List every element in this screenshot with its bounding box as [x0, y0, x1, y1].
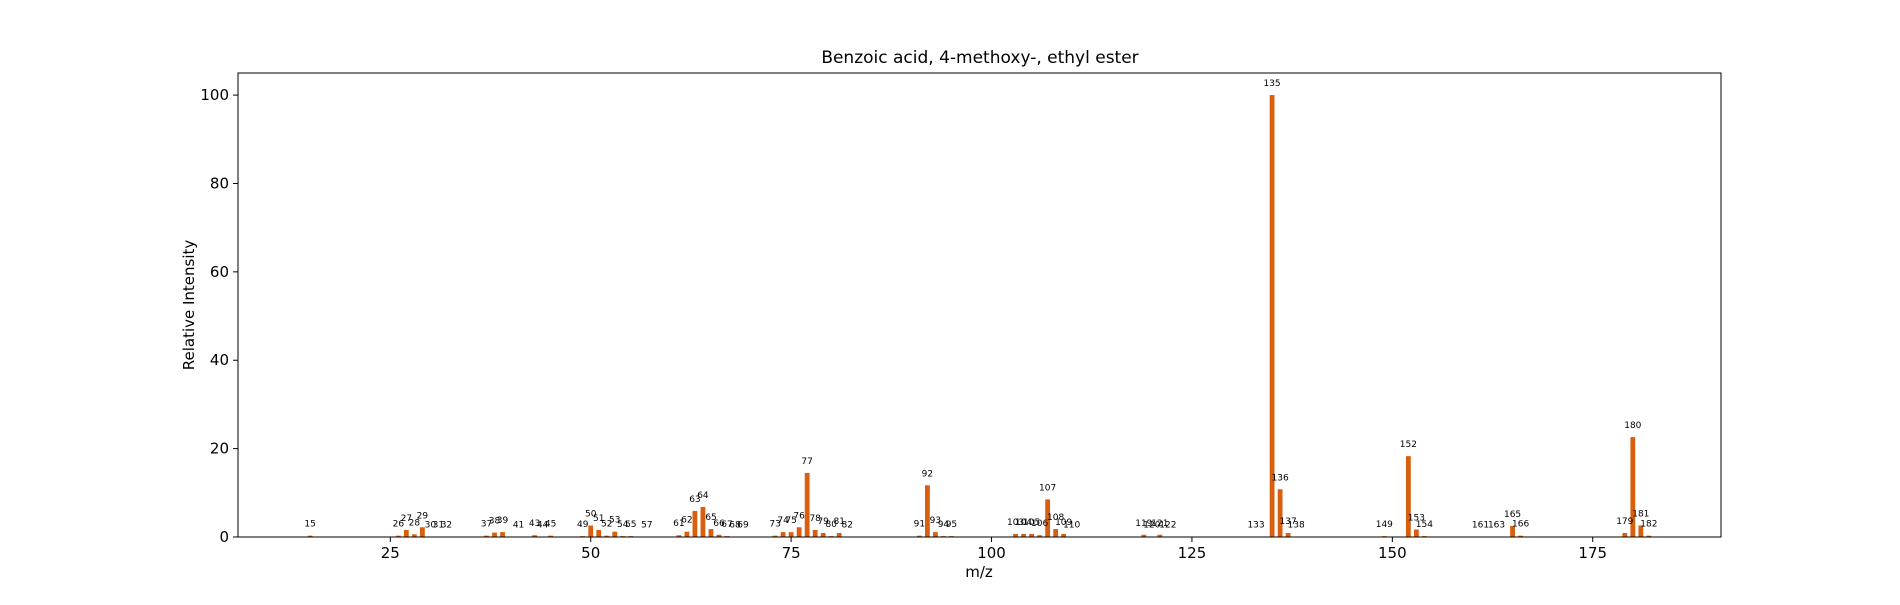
- peak-label: 163: [1488, 521, 1505, 531]
- x-axis-label: m/z: [965, 563, 993, 581]
- peak-label: 76: [793, 511, 805, 521]
- peak-label: 181: [1632, 510, 1649, 520]
- peak-label: 91: [914, 520, 925, 530]
- peak-label: 106: [1031, 519, 1048, 529]
- peak-label: 15: [304, 520, 315, 530]
- peak-label: 92: [922, 469, 933, 479]
- peak-label: 62: [681, 516, 692, 526]
- peak-bar: [1270, 95, 1275, 537]
- peak-label: 133: [1247, 521, 1264, 531]
- x-tick-label: 125: [1178, 544, 1207, 562]
- peak-bar: [1286, 533, 1291, 537]
- peak-label: 179: [1616, 517, 1633, 527]
- peak-bar: [500, 532, 505, 537]
- peak-bar: [1414, 529, 1419, 537]
- peak-label: 152: [1400, 440, 1417, 450]
- peak-bar: [837, 533, 842, 537]
- bar-series: [308, 95, 1652, 537]
- peak-bar: [797, 527, 802, 537]
- peak-label: 165: [1504, 510, 1521, 520]
- x-tick-label: 75: [782, 544, 801, 562]
- y-tick-label: 100: [200, 86, 229, 104]
- peak-bar: [685, 532, 690, 537]
- peak-bar: [1278, 489, 1283, 537]
- peak-label: 69: [737, 521, 749, 531]
- peak-bar: [805, 473, 810, 537]
- peak-label: 122: [1159, 521, 1176, 531]
- peak-label: 57: [641, 521, 652, 531]
- peak-bar: [596, 530, 601, 537]
- x-tick-label: 25: [381, 544, 400, 562]
- x-axis: 25 50 75 100 125 150 175: [381, 537, 1607, 562]
- peak-bar: [789, 532, 794, 537]
- peak-label: 166: [1512, 520, 1529, 530]
- peak-bar: [693, 511, 698, 537]
- x-tick-label: 150: [1378, 544, 1407, 562]
- peak-bar: [404, 530, 409, 537]
- x-tick-label: 100: [977, 544, 1006, 562]
- peak-label: 82: [842, 521, 853, 531]
- peak-label: 32: [441, 521, 452, 531]
- peak-label: 154: [1416, 520, 1433, 530]
- peak-label: 55: [625, 520, 636, 530]
- chart-title: Benzoic acid, 4-methoxy-, ethyl ester: [821, 48, 1138, 68]
- peak-label: 49: [577, 520, 589, 530]
- peak-bar: [492, 533, 497, 537]
- peak-label: 135: [1263, 79, 1280, 89]
- peak-label: 182: [1640, 520, 1657, 530]
- y-axis: 0 20 40 60 80 100: [200, 86, 238, 546]
- y-tick-label: 80: [210, 174, 229, 192]
- peak-label: 41: [513, 521, 524, 531]
- x-tick-label: 175: [1578, 544, 1607, 562]
- x-tick-label: 50: [581, 544, 600, 562]
- peak-bar: [709, 529, 714, 537]
- peak-label: 95: [946, 520, 957, 530]
- peak-label: 136: [1272, 473, 1289, 483]
- peak-label: 64: [697, 491, 709, 501]
- peak-label: 45: [545, 520, 556, 530]
- peak-label: 180: [1624, 421, 1641, 431]
- peak-label: 107: [1039, 483, 1056, 493]
- y-tick-label: 20: [210, 440, 229, 458]
- y-axis-label: Relative Intensity: [180, 240, 198, 371]
- peak-label: 138: [1288, 521, 1305, 531]
- peak-label: 161: [1472, 521, 1489, 531]
- peak-bar: [612, 532, 617, 537]
- peak-label: 39: [497, 516, 509, 526]
- peak-label: 77: [801, 457, 812, 467]
- peak-bar: [588, 526, 593, 537]
- peak-bar: [1053, 529, 1058, 537]
- y-tick-label: 60: [210, 263, 229, 281]
- peak-label: 110: [1063, 521, 1080, 531]
- peak-bar: [933, 532, 938, 537]
- y-tick-label: 40: [210, 351, 229, 369]
- peak-bar: [781, 532, 786, 537]
- peak-label: 149: [1376, 520, 1393, 530]
- y-tick-label: 0: [219, 528, 229, 546]
- peak-bar: [821, 533, 826, 537]
- peak-bar: [813, 530, 818, 537]
- peak-bar: [925, 485, 930, 537]
- peak-bar: [1622, 533, 1627, 537]
- plot-frame: [238, 73, 1721, 537]
- peak-bar: [1406, 456, 1411, 537]
